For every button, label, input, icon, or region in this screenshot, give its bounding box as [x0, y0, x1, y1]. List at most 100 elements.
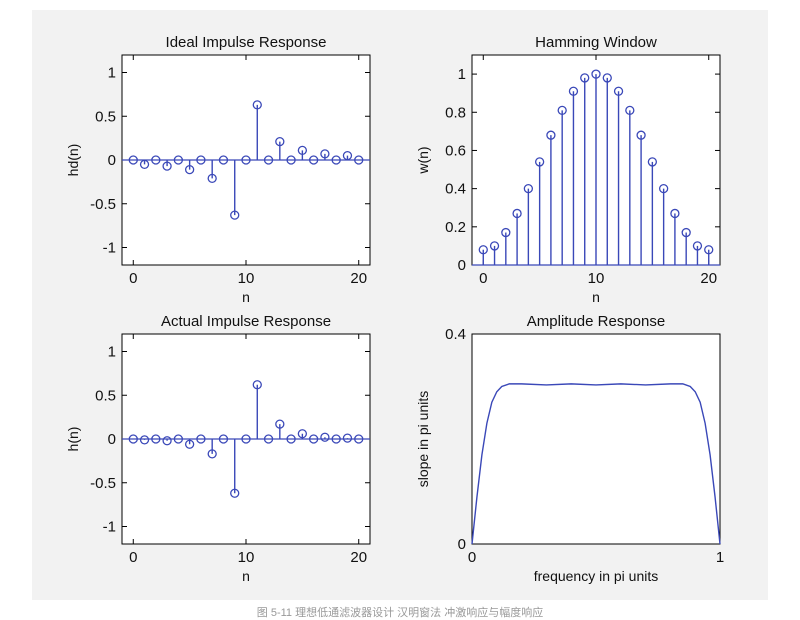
stem-marker	[286, 155, 296, 165]
stem-marker	[320, 432, 330, 442]
stem-marker	[681, 227, 691, 238]
stem-marker	[275, 419, 285, 429]
x-tick-label: 1	[716, 549, 724, 566]
stem-marker	[354, 434, 364, 444]
stem-marker	[534, 157, 545, 167]
y-axis-label: slope in pi units	[415, 391, 431, 488]
y-axis-label: h(n)	[65, 427, 81, 452]
figure-svg: Ideal Impulse Response-1-0.500.510 10 20nh…	[65, 34, 724, 584]
stem-marker	[151, 434, 161, 444]
stem-marker	[320, 149, 330, 159]
y-tick-label: 0.5	[95, 108, 116, 125]
stem-marker	[252, 100, 262, 110]
chart-panel-4: Amplitude Response 0 0.4 0 1 frequency in pi …	[415, 313, 724, 584]
x-tick-label: 20	[350, 270, 367, 287]
stem-marker	[557, 105, 567, 116]
stem-marker	[625, 105, 635, 116]
stem-marker	[252, 380, 262, 390]
stem-marker	[286, 434, 296, 444]
chart-panel-1: Ideal Impulse Response-1-0.500.510 10 20nh…	[65, 34, 371, 305]
x-axis-label: frequency in pi units	[534, 568, 659, 584]
stem-marker	[162, 161, 172, 171]
y-tick-label: -1	[103, 240, 116, 257]
y-tick-label: -0.5	[90, 196, 116, 213]
y-axis-label: w(n)	[415, 146, 431, 174]
stem-marker	[218, 434, 229, 444]
chart-title: Hamming Window	[535, 34, 657, 51]
stem-marker	[139, 159, 150, 170]
stem-marker	[692, 241, 703, 251]
y-tick-label: -0.5	[90, 475, 116, 492]
y-tick-label: 1	[108, 344, 116, 361]
plot-area	[471, 333, 721, 545]
x-tick-label: 10	[238, 270, 255, 287]
x-tick-label: 20	[350, 549, 367, 566]
x-tick-label: 10	[588, 270, 605, 287]
stem-marker	[591, 69, 601, 79]
x-tick-label: 0	[479, 270, 487, 287]
stem-marker	[230, 210, 240, 220]
stem-marker	[297, 145, 308, 156]
x-axis-label: n	[242, 568, 250, 584]
stem-marker	[658, 183, 669, 194]
y-tick-label: 0.2	[445, 219, 466, 236]
chart-title: Ideal Impulse Response	[166, 34, 327, 51]
figure-area: Ideal Impulse Response -1 -0.5 0 0.5 1 0 10 20 n h…	[32, 10, 768, 600]
x-tick-label: 0	[468, 549, 476, 566]
y-tick-label: 1	[108, 65, 116, 82]
y-tick-label: -1	[103, 519, 116, 536]
stem-marker	[489, 241, 500, 251]
stem-marker	[342, 150, 353, 161]
stem-marker	[128, 434, 138, 444]
stem-marker	[331, 434, 341, 444]
stem-marker	[501, 227, 511, 238]
stem-marker	[275, 136, 285, 147]
stem-marker	[636, 130, 646, 140]
stem-marker	[602, 73, 612, 83]
stem-marker	[151, 155, 161, 165]
stem-marker	[613, 86, 624, 96]
x-tick-label: 0	[129, 270, 137, 287]
x-tick-label: 0	[129, 549, 137, 566]
chart-title: Actual Impulse Response	[161, 313, 331, 330]
y-axis-label: hd(n)	[65, 144, 81, 177]
stem-marker	[704, 245, 714, 255]
stem-marker	[354, 155, 364, 165]
stem-marker	[342, 433, 353, 443]
stem-marker	[568, 86, 579, 96]
x-tick-label: 20	[700, 270, 717, 287]
stem-marker	[546, 130, 556, 140]
chart-title: Amplitude Response	[527, 313, 665, 330]
stem-marker	[263, 434, 274, 444]
y-tick-label: 0	[458, 257, 466, 274]
stem-marker	[162, 436, 172, 446]
stem-marker	[670, 208, 680, 219]
stem-marker	[647, 157, 658, 167]
stem-marker	[478, 245, 488, 255]
stem-marker	[230, 488, 240, 498]
stem-marker	[241, 155, 251, 165]
stem-marker	[173, 155, 184, 165]
y-tick-label: 1	[458, 66, 466, 83]
stem-marker	[241, 434, 251, 444]
chart-panel-3: Actual Impulse Response-1-0.500.510 10 20n…	[65, 313, 371, 584]
stem-marker	[523, 183, 534, 194]
y-tick-label: 0.8	[445, 104, 466, 121]
stem-marker	[207, 449, 217, 459]
x-axis-label: n	[242, 289, 250, 305]
stem-marker	[184, 164, 195, 175]
stem-marker	[308, 434, 319, 444]
y-tick-label: 0	[108, 152, 116, 169]
y-tick-label: 0	[458, 536, 466, 553]
y-tick-label: 0	[108, 431, 116, 448]
amplitude-curve	[471, 383, 721, 545]
stem-marker	[196, 155, 206, 165]
stem-marker	[512, 208, 522, 219]
stem-marker	[173, 434, 184, 444]
x-tick-label: 10	[238, 549, 255, 566]
y-tick-label: 0.4	[445, 181, 466, 198]
y-tick-label: 0.4	[445, 326, 466, 343]
stem-marker	[196, 434, 206, 444]
stem-marker	[580, 73, 590, 83]
stem-marker	[128, 155, 138, 165]
